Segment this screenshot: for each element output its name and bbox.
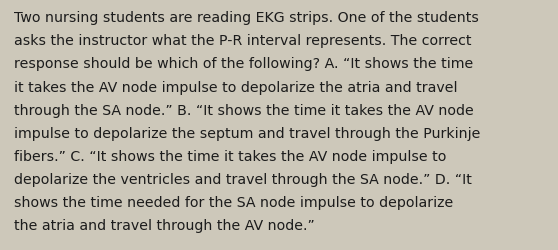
Text: through the SA node.” B. “It shows the time it takes the AV node: through the SA node.” B. “It shows the t… [14,103,474,117]
Text: Two nursing students are reading EKG strips. One of the students: Two nursing students are reading EKG str… [14,11,479,25]
Text: fibers.” C. “It shows the time it takes the AV node impulse to: fibers.” C. “It shows the time it takes … [14,149,446,163]
Text: the atria and travel through the AV node.”: the atria and travel through the AV node… [14,218,315,232]
Text: impulse to depolarize the septum and travel through the Purkinje: impulse to depolarize the septum and tra… [14,126,480,140]
Text: shows the time needed for the SA node impulse to depolarize: shows the time needed for the SA node im… [14,195,453,209]
Text: asks the instructor what the P-R interval represents. The correct: asks the instructor what the P-R interva… [14,34,472,48]
Text: it takes the AV node impulse to depolarize the atria and travel: it takes the AV node impulse to depolari… [14,80,458,94]
Text: response should be which of the following? A. “It shows the time: response should be which of the followin… [14,57,473,71]
Text: depolarize the ventricles and travel through the SA node.” D. “It: depolarize the ventricles and travel thr… [14,172,472,186]
